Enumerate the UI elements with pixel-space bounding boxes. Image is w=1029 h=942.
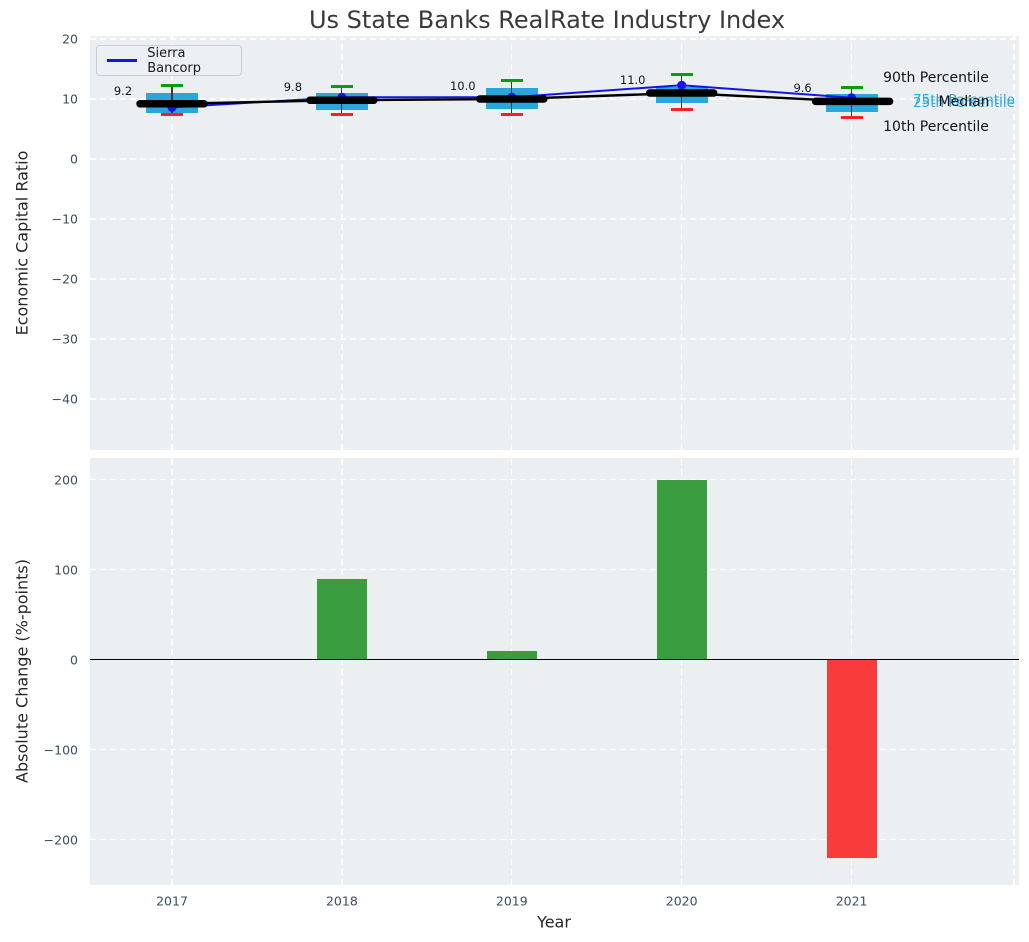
y-tick-label: −10 bbox=[51, 211, 78, 227]
y-tick-label: −30 bbox=[51, 331, 78, 347]
y-tick-label: 10 bbox=[62, 91, 78, 107]
gridline-h bbox=[90, 38, 1019, 40]
whisker-2017 bbox=[171, 85, 173, 114]
gridline-h bbox=[90, 568, 1019, 571]
whisker-2019 bbox=[511, 80, 513, 114]
percentile-label-10th: 10th Percentile bbox=[883, 119, 989, 135]
cap-90th-2018 bbox=[330, 84, 353, 88]
gridline-h bbox=[90, 218, 1019, 220]
cap-90th-2021 bbox=[840, 85, 863, 89]
percentile-label-median: Median bbox=[938, 93, 990, 110]
whisker-2020 bbox=[681, 74, 683, 110]
cap-10th-2017 bbox=[161, 112, 183, 116]
x-tick-label: 2018 bbox=[325, 893, 358, 909]
gridline-h bbox=[90, 98, 1019, 100]
cap-10th-2019 bbox=[500, 112, 523, 116]
x-tick-label: 2019 bbox=[495, 893, 528, 909]
gridline-h bbox=[90, 838, 1019, 841]
cap-90th-2019 bbox=[500, 78, 523, 82]
y-tick-label: −200 bbox=[43, 832, 78, 847]
gridline-v bbox=[681, 36, 683, 450]
gridline-h bbox=[90, 158, 1019, 160]
bar-2021 bbox=[826, 659, 877, 858]
median-value-label: 10.0 bbox=[449, 79, 476, 93]
gridline-v bbox=[341, 36, 343, 450]
x-axis-label: Year bbox=[537, 912, 571, 932]
whisker-2018 bbox=[341, 86, 343, 114]
gridline-h bbox=[90, 278, 1019, 280]
y-tick-label: −100 bbox=[43, 742, 78, 757]
gridline-v bbox=[341, 458, 343, 885]
cap-10th-2020 bbox=[670, 107, 693, 111]
gridline-v bbox=[171, 458, 173, 885]
gridline-v bbox=[511, 36, 513, 450]
x-tick-label: 2020 bbox=[665, 893, 698, 909]
median-value-label: 9.8 bbox=[283, 80, 303, 95]
gridline-h bbox=[90, 338, 1019, 340]
y-tick-label: 100 bbox=[54, 562, 78, 577]
gridline-v bbox=[850, 36, 853, 450]
whisker-2021 bbox=[851, 87, 853, 118]
percentile-label-75th: 75th Percentile bbox=[913, 92, 1015, 108]
y-tick-label: 0 bbox=[70, 652, 78, 667]
gridline-v bbox=[1013, 458, 1015, 885]
bottom-y-axis-label: Absolute Change (%-points) bbox=[12, 559, 32, 783]
y-tick-label: −40 bbox=[51, 391, 78, 407]
legend: Sierra Bancorp bbox=[96, 45, 242, 76]
percentile-label-90th: 90th Percentile bbox=[883, 70, 989, 86]
gridline-v bbox=[171, 36, 173, 450]
cap-10th-2021 bbox=[840, 116, 863, 120]
median-value-label: 9.6 bbox=[793, 81, 812, 96]
y-tick-label: 20 bbox=[62, 31, 78, 47]
y-tick-label: 0 bbox=[70, 151, 78, 167]
median-value-label: 9.2 bbox=[113, 83, 133, 98]
bottom-axes-panel bbox=[90, 458, 1019, 885]
gridline-h bbox=[90, 748, 1019, 751]
bar-2019 bbox=[486, 650, 537, 660]
percentile-label-25th: 25th Percentile bbox=[913, 95, 1015, 111]
gridline-h bbox=[90, 478, 1019, 481]
bar-2020 bbox=[656, 479, 707, 660]
gridline-v bbox=[511, 458, 513, 885]
y-tick-label: −20 bbox=[51, 271, 78, 287]
gridline-v bbox=[1013, 36, 1015, 450]
top-y-axis-label: Economic Capital Ratio bbox=[12, 150, 32, 336]
chart-title: Us State Banks RealRate Industry Index bbox=[308, 6, 786, 34]
legend-line-swatch bbox=[107, 59, 138, 62]
x-tick-label: 2021 bbox=[835, 893, 868, 909]
y-tick-label: 200 bbox=[54, 472, 78, 487]
x-tick-label: 2017 bbox=[156, 893, 188, 909]
zero-axis-line bbox=[90, 658, 1019, 661]
legend-series-label: Sierra Bancorp bbox=[147, 45, 202, 76]
median-value-label: 11.0 bbox=[619, 73, 646, 87]
cap-90th-2020 bbox=[670, 72, 693, 76]
gridline-h bbox=[90, 398, 1019, 400]
gridline-v bbox=[681, 458, 683, 885]
cap-90th-2017 bbox=[161, 84, 183, 88]
bar-2018 bbox=[316, 578, 367, 660]
cap-10th-2018 bbox=[330, 112, 353, 116]
